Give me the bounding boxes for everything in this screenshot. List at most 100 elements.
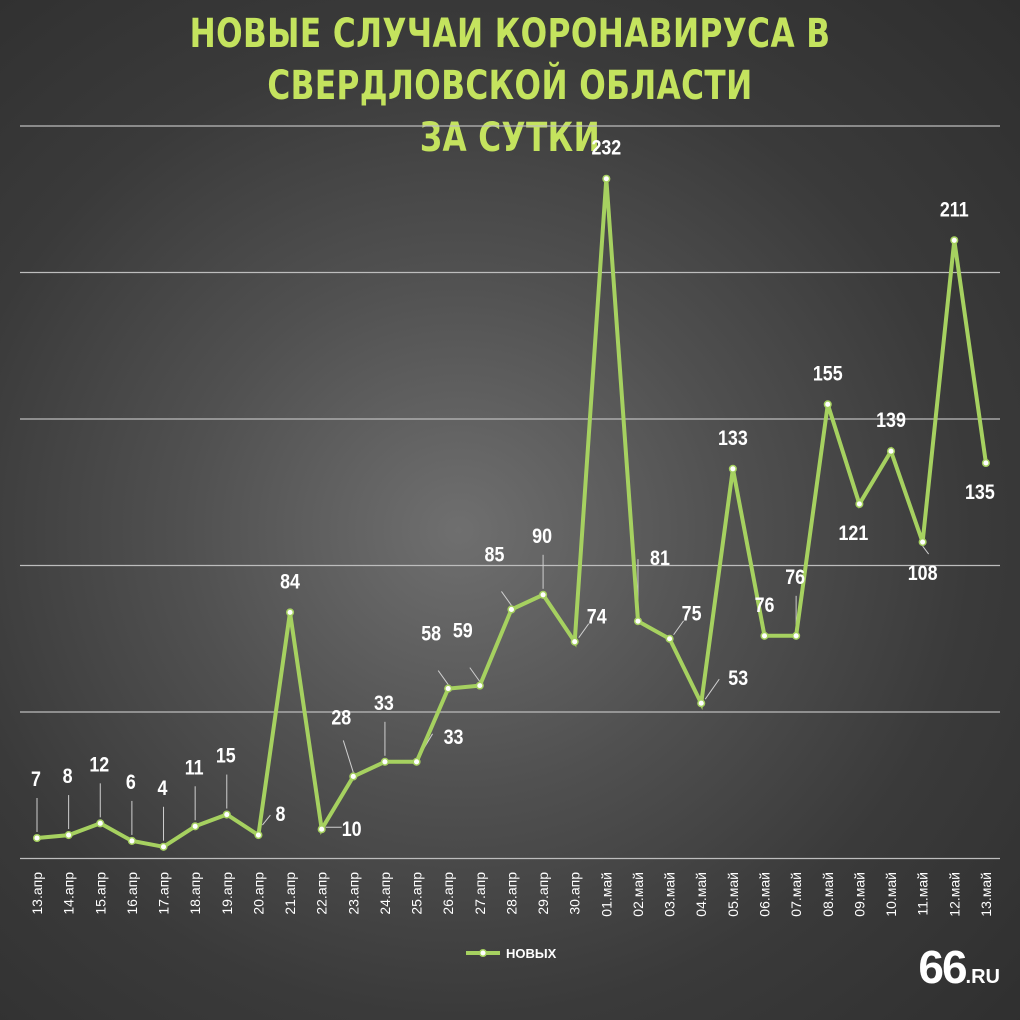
data-point bbox=[539, 590, 548, 599]
data-label: 53 bbox=[728, 667, 748, 691]
title-line-2: ЗА СУТКИ bbox=[419, 115, 601, 161]
data-point bbox=[444, 684, 453, 693]
leader-line bbox=[469, 667, 481, 682]
x-tick-label: 25.апр bbox=[409, 872, 425, 915]
data-label: 33 bbox=[374, 691, 394, 715]
logo-number: 66 bbox=[918, 941, 967, 993]
x-tick-label: 09.май bbox=[851, 872, 867, 917]
leader-line bbox=[342, 740, 354, 773]
leader-line bbox=[437, 670, 449, 685]
x-tick-label: 20.апр bbox=[250, 872, 266, 915]
data-point bbox=[317, 825, 326, 834]
x-tick-label: 21.апр bbox=[282, 872, 298, 915]
x-tick-label: 01.май bbox=[598, 872, 614, 917]
data-label: 28 bbox=[331, 706, 351, 730]
data-point bbox=[127, 836, 136, 845]
data-point bbox=[633, 617, 643, 626]
site-logo: 66.RU bbox=[918, 940, 1000, 994]
data-label: 74 bbox=[587, 605, 607, 629]
data-point bbox=[760, 631, 769, 640]
x-tick-label: 30.апр bbox=[567, 872, 583, 915]
label-leaders bbox=[36, 545, 930, 841]
data-label: 75 bbox=[682, 602, 702, 626]
data-label: 90 bbox=[532, 524, 552, 548]
x-tick-label: 29.апр bbox=[535, 872, 551, 915]
data-label: 76 bbox=[785, 566, 805, 590]
leader-line bbox=[922, 545, 930, 555]
data-point bbox=[254, 831, 263, 840]
logo-suffix: .RU bbox=[965, 966, 1000, 988]
data-label: 7 bbox=[31, 768, 41, 792]
data-label: 108 bbox=[908, 562, 938, 586]
data-label: 135 bbox=[965, 481, 995, 505]
leader-line bbox=[501, 591, 512, 606]
data-label: 33 bbox=[444, 725, 464, 749]
data-label: 6 bbox=[126, 771, 136, 795]
x-tick-label: 03.май bbox=[662, 872, 678, 917]
x-tick-label: 26.апр bbox=[440, 872, 456, 915]
data-point bbox=[64, 831, 73, 840]
leader-line bbox=[704, 678, 720, 700]
data-point bbox=[96, 819, 105, 828]
data-label: 8 bbox=[63, 765, 73, 789]
data-label: 84 bbox=[280, 570, 300, 594]
data-point bbox=[349, 772, 358, 781]
x-tick-label: 07.май bbox=[788, 872, 804, 917]
data-point bbox=[159, 842, 168, 851]
legend: НОВЫХ bbox=[466, 946, 557, 961]
data-point bbox=[222, 810, 231, 819]
x-tick-label: 05.май bbox=[725, 872, 741, 917]
data-label: 121 bbox=[839, 522, 869, 546]
x-tick-label: 15.апр bbox=[92, 872, 108, 915]
data-label: 58 bbox=[421, 622, 441, 646]
x-tick-label: 18.апр bbox=[187, 872, 203, 915]
data-point bbox=[697, 699, 706, 708]
data-point bbox=[728, 464, 737, 473]
data-label: 11 bbox=[185, 756, 204, 780]
data-label: 139 bbox=[876, 409, 906, 433]
data-label: 133 bbox=[718, 426, 748, 450]
leader-line bbox=[262, 814, 271, 826]
legend-swatch-point bbox=[478, 948, 488, 958]
x-axis-ticks: 13.апр 14.апр 15.апр 16.апр 17.апр 18.апр 19.а… bbox=[29, 872, 994, 917]
x-tick-label: 23.апр bbox=[345, 872, 361, 915]
data-point bbox=[918, 538, 927, 547]
x-tick-label: 04.май bbox=[693, 872, 709, 917]
data-point bbox=[602, 174, 611, 183]
x-tick-label: 19.апр bbox=[219, 872, 235, 915]
x-tick-label: 10.май bbox=[883, 872, 899, 917]
data-label: 232 bbox=[591, 136, 621, 160]
data-label: 10 bbox=[342, 818, 362, 842]
series-line-novyh bbox=[36, 178, 988, 849]
x-tick-label: 14.апр bbox=[61, 872, 77, 915]
leader-line bbox=[673, 620, 685, 636]
data-point bbox=[475, 681, 484, 690]
x-tick-label: 27.апр bbox=[472, 872, 488, 915]
data-point bbox=[823, 400, 832, 409]
data-point bbox=[570, 637, 579, 646]
data-point bbox=[950, 236, 959, 245]
data-point bbox=[412, 757, 421, 766]
data-label: 85 bbox=[485, 543, 505, 567]
data-point bbox=[886, 447, 896, 456]
data-label: 4 bbox=[158, 776, 168, 800]
x-tick-label: 06.май bbox=[756, 872, 772, 917]
data-point bbox=[855, 499, 864, 509]
x-tick-label: 17.апр bbox=[156, 872, 172, 915]
series-layer bbox=[36, 178, 988, 849]
legend-label: НОВЫХ bbox=[506, 946, 557, 961]
data-point bbox=[285, 608, 295, 617]
title-line-1: НОВЫЕ СЛУЧАИ КОРОНАВИРУСА В СВЕРДЛОВСКОЙ… bbox=[189, 11, 831, 109]
x-tick-label: 28.апр bbox=[503, 872, 519, 915]
data-point bbox=[380, 757, 389, 766]
x-tick-label: 13.апр bbox=[29, 872, 45, 915]
x-tick-label: 12.май bbox=[946, 872, 962, 917]
data-point bbox=[981, 458, 990, 468]
x-tick-label: 16.апр bbox=[124, 872, 140, 915]
grid-lines bbox=[20, 125, 1000, 860]
x-tick-label: 02.май bbox=[630, 872, 646, 917]
data-label: 59 bbox=[453, 619, 473, 643]
data-point bbox=[665, 634, 674, 643]
